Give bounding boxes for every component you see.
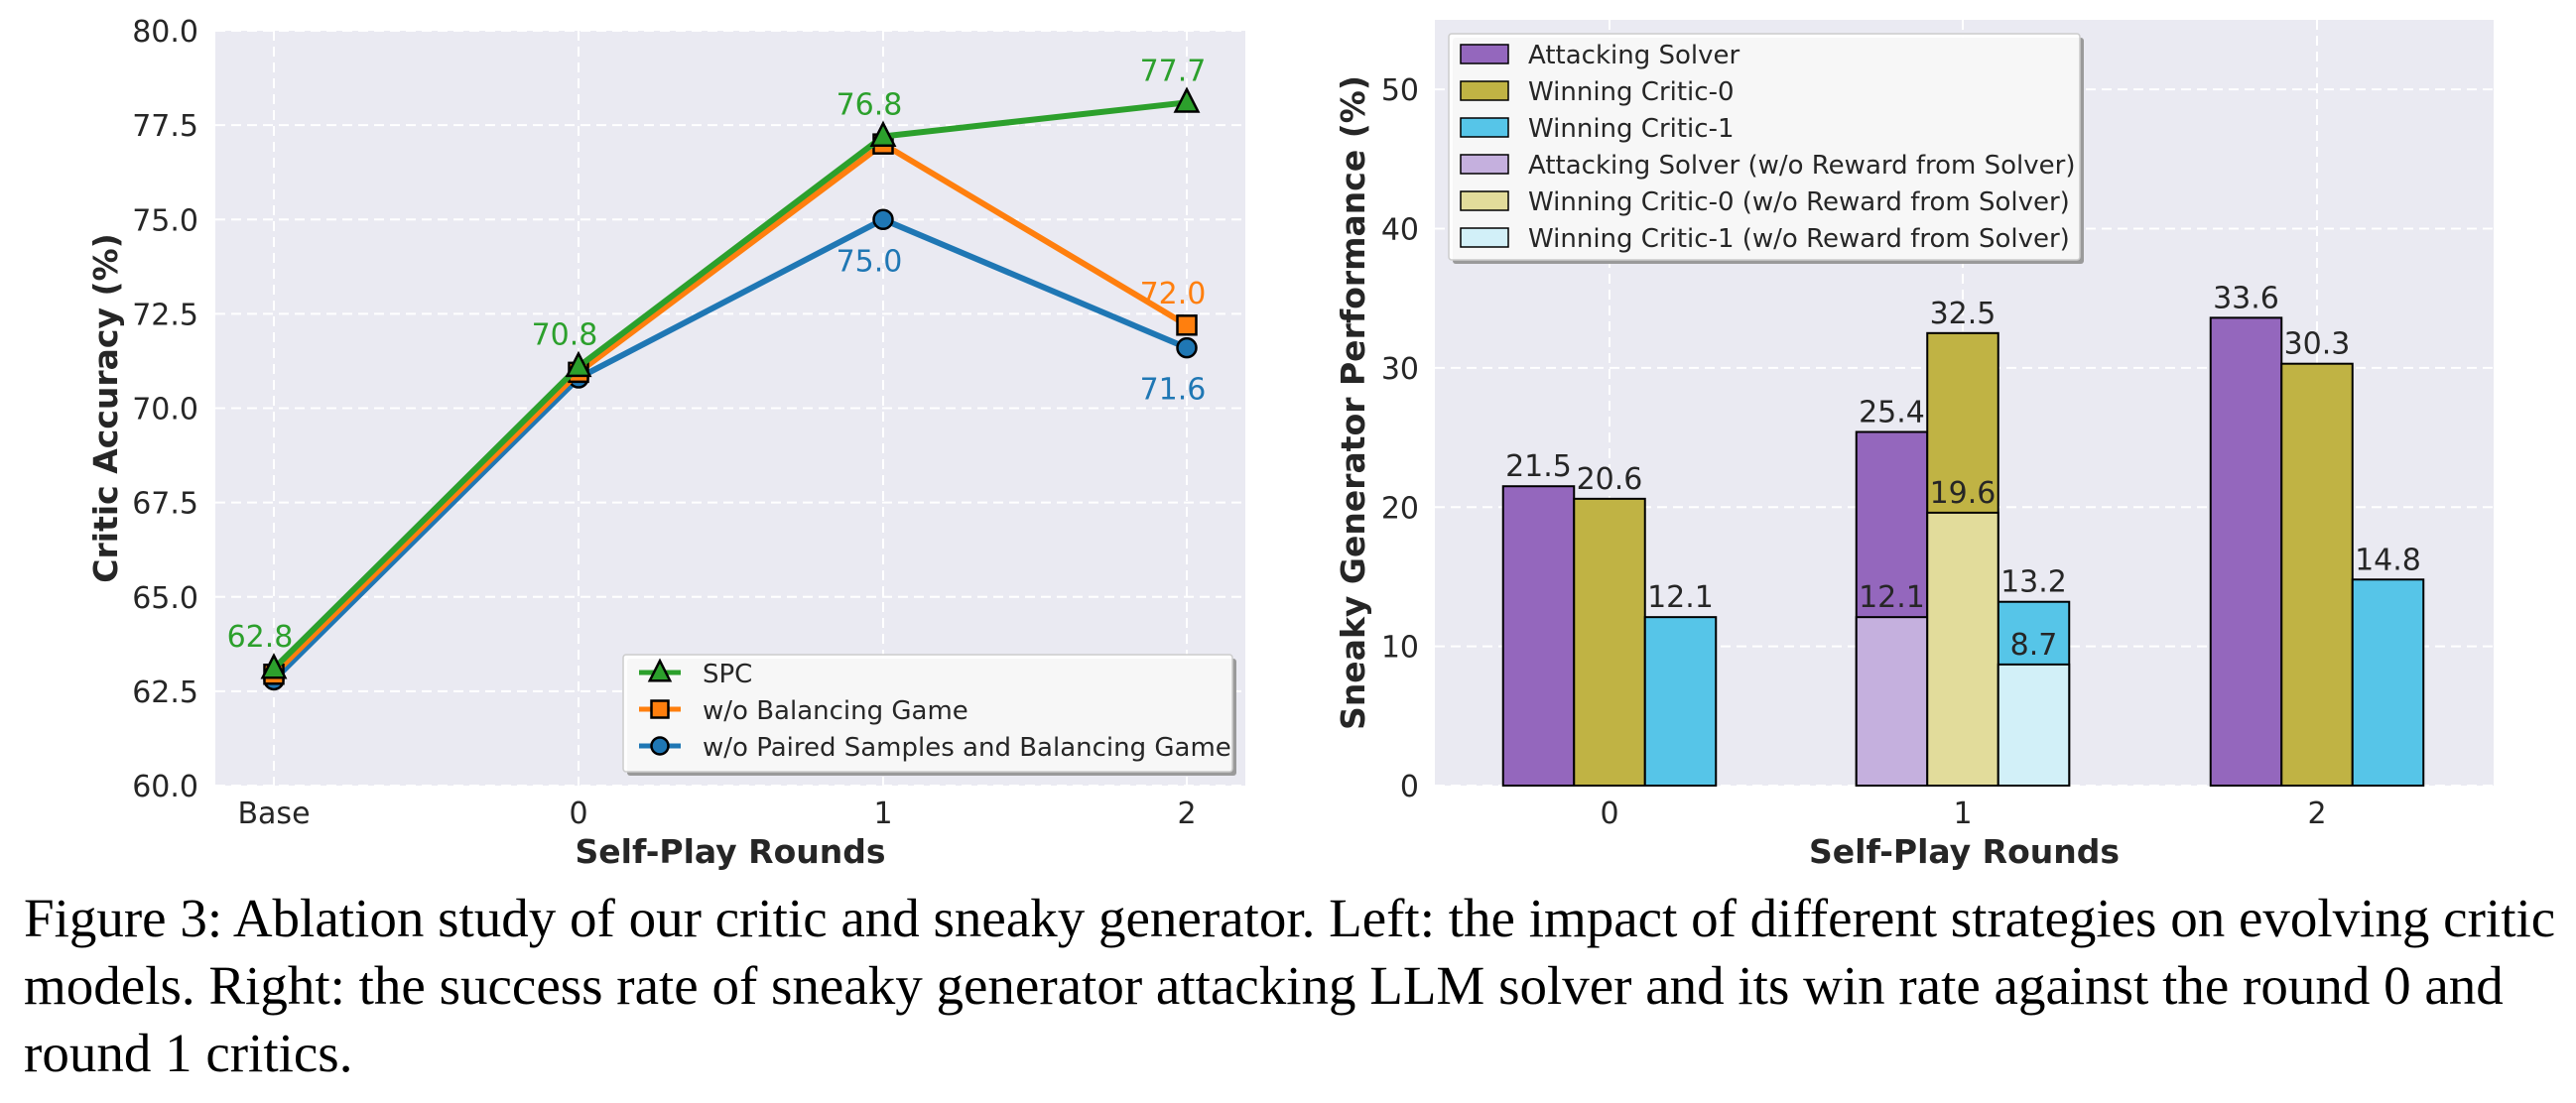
x-tick-label: 2 (1177, 797, 1196, 831)
bar-value-label: 32.5 (1930, 297, 1996, 331)
bar (2209, 316, 2283, 787)
y-tick-label: 40 (1381, 213, 1419, 248)
marker-square (1176, 314, 1198, 336)
legend-box (1448, 33, 2081, 261)
data-label: 76.8 (837, 88, 903, 123)
legend-swatch (1460, 154, 1509, 175)
series-line (271, 216, 1189, 682)
marker-triangle (869, 120, 897, 147)
legend-swatch (1460, 80, 1509, 101)
legend-swatch (1460, 190, 1509, 211)
bar-value-label: 33.6 (2213, 281, 2279, 315)
critic-accuracy-line-chart: 60.0 62.5 65.0 67.5 70.0 72.5 75.0 77.5 80.0 Base… (86, 15, 1245, 871)
series-line (271, 141, 1189, 676)
y-tick-label: 30 (1381, 352, 1419, 387)
bar-value-label: 30.3 (2284, 327, 2351, 362)
bar (1855, 616, 1929, 787)
marker-triangle (565, 350, 592, 378)
y-tick-label: 77.5 (132, 109, 198, 144)
series-0 (260, 86, 1201, 679)
marker-triangle (647, 658, 673, 682)
y-axis-label: Sneaky Generator Performance (%) (1334, 75, 1372, 730)
y-tick-label: 0 (1400, 770, 1419, 804)
y-tick-label: 60.0 (132, 770, 198, 804)
y-tick-label: 50 (1381, 73, 1419, 108)
figure: 60.0 62.5 65.0 67.5 70.0 72.5 75.0 77.5 80.0 Base… (86, 15, 2494, 871)
y-tick-label: 10 (1381, 631, 1419, 666)
legend-label: Winning Critic-0 (w/o Reward from Solver… (1528, 187, 2070, 217)
bar-value-label: 19.6 (1930, 476, 1996, 511)
bar-value-label: 21.5 (1505, 449, 1572, 484)
bar (1501, 485, 1576, 787)
x-tick-label: 0 (1600, 797, 1618, 831)
series-line (271, 99, 1188, 672)
bar-value-label: 14.8 (2355, 543, 2421, 577)
x-tick-label: 1 (873, 797, 892, 831)
figure-caption: Figure 3: Ablation study of our critic a… (24, 888, 2556, 1083)
legend-label: Winning Critic-1 (1528, 114, 1735, 144)
x-axis-label: Self-Play Rounds (1809, 832, 2120, 871)
bar-value-label: 8.7 (2010, 628, 2058, 663)
bar (1926, 511, 1999, 787)
legend-label: Winning Critic-0 (1528, 77, 1735, 107)
y-tick-label: 70.0 (132, 393, 198, 428)
y-tick-label: 65.0 (132, 581, 198, 616)
data-label: 71.6 (1140, 373, 1207, 408)
marker-square (650, 699, 670, 719)
x-tick-label: Base (237, 797, 310, 831)
y-tick-label: 62.5 (132, 675, 198, 710)
legend-label: Attacking Solver (1528, 41, 1739, 70)
legend-swatch (1460, 227, 1509, 248)
data-label: 72.0 (1140, 277, 1207, 311)
y-tick-label: 20 (1381, 491, 1419, 526)
data-label: 70.8 (532, 318, 598, 353)
marker-triangle (260, 653, 288, 679)
legend-swatch (1460, 117, 1509, 138)
bar-value-label: 13.2 (2000, 565, 2067, 600)
legend-swatch (1460, 44, 1509, 64)
y-tick-label: 75.0 (132, 203, 198, 238)
sneaky-generator-bar-chart: 0 10 20 30 40 50 0 1 2 Self-Play Rounds Sneaky Gen… (1334, 20, 2494, 871)
marker-circle (1176, 336, 1198, 359)
legend-label: w/o Balancing Game (703, 696, 968, 726)
x-tick-label: 2 (2307, 797, 2326, 831)
legend-label: SPC (703, 660, 752, 689)
x-tick-label: 0 (569, 797, 587, 831)
marker-circle (650, 736, 670, 756)
legend-box (622, 654, 1233, 773)
bar-value-label: 12.1 (1859, 580, 1925, 615)
legend-label: w/o Paired Samples and Balancing Game (703, 733, 1231, 763)
data-label: 75.0 (837, 244, 903, 279)
x-tick-label: 1 (1953, 797, 1972, 831)
bar-value-label: 20.6 (1577, 462, 1643, 497)
legend-label: Attacking Solver (w/o Reward from Solver… (1528, 151, 2076, 181)
bar (1643, 616, 1718, 787)
bar (2351, 578, 2425, 788)
legend-label: Winning Critic-1 (w/o Reward from Solver… (1528, 224, 2070, 254)
y-tick-label: 67.5 (132, 487, 198, 522)
bar-value-label: 25.4 (1859, 395, 1925, 429)
marker-triangle (1173, 86, 1201, 113)
y-axis-label: Critic Accuracy (%) (86, 233, 125, 582)
bar-value-label: 12.1 (1647, 580, 1714, 615)
data-label: 62.8 (227, 620, 294, 655)
x-axis-label: Self-Play Rounds (575, 832, 885, 871)
y-tick-label: 80.0 (132, 15, 198, 50)
bar (1573, 497, 1646, 787)
data-label: 77.7 (1140, 54, 1207, 88)
bar (1996, 663, 2071, 787)
marker-circle (872, 208, 894, 230)
bar (2280, 362, 2354, 787)
y-tick-label: 72.5 (132, 298, 198, 332)
